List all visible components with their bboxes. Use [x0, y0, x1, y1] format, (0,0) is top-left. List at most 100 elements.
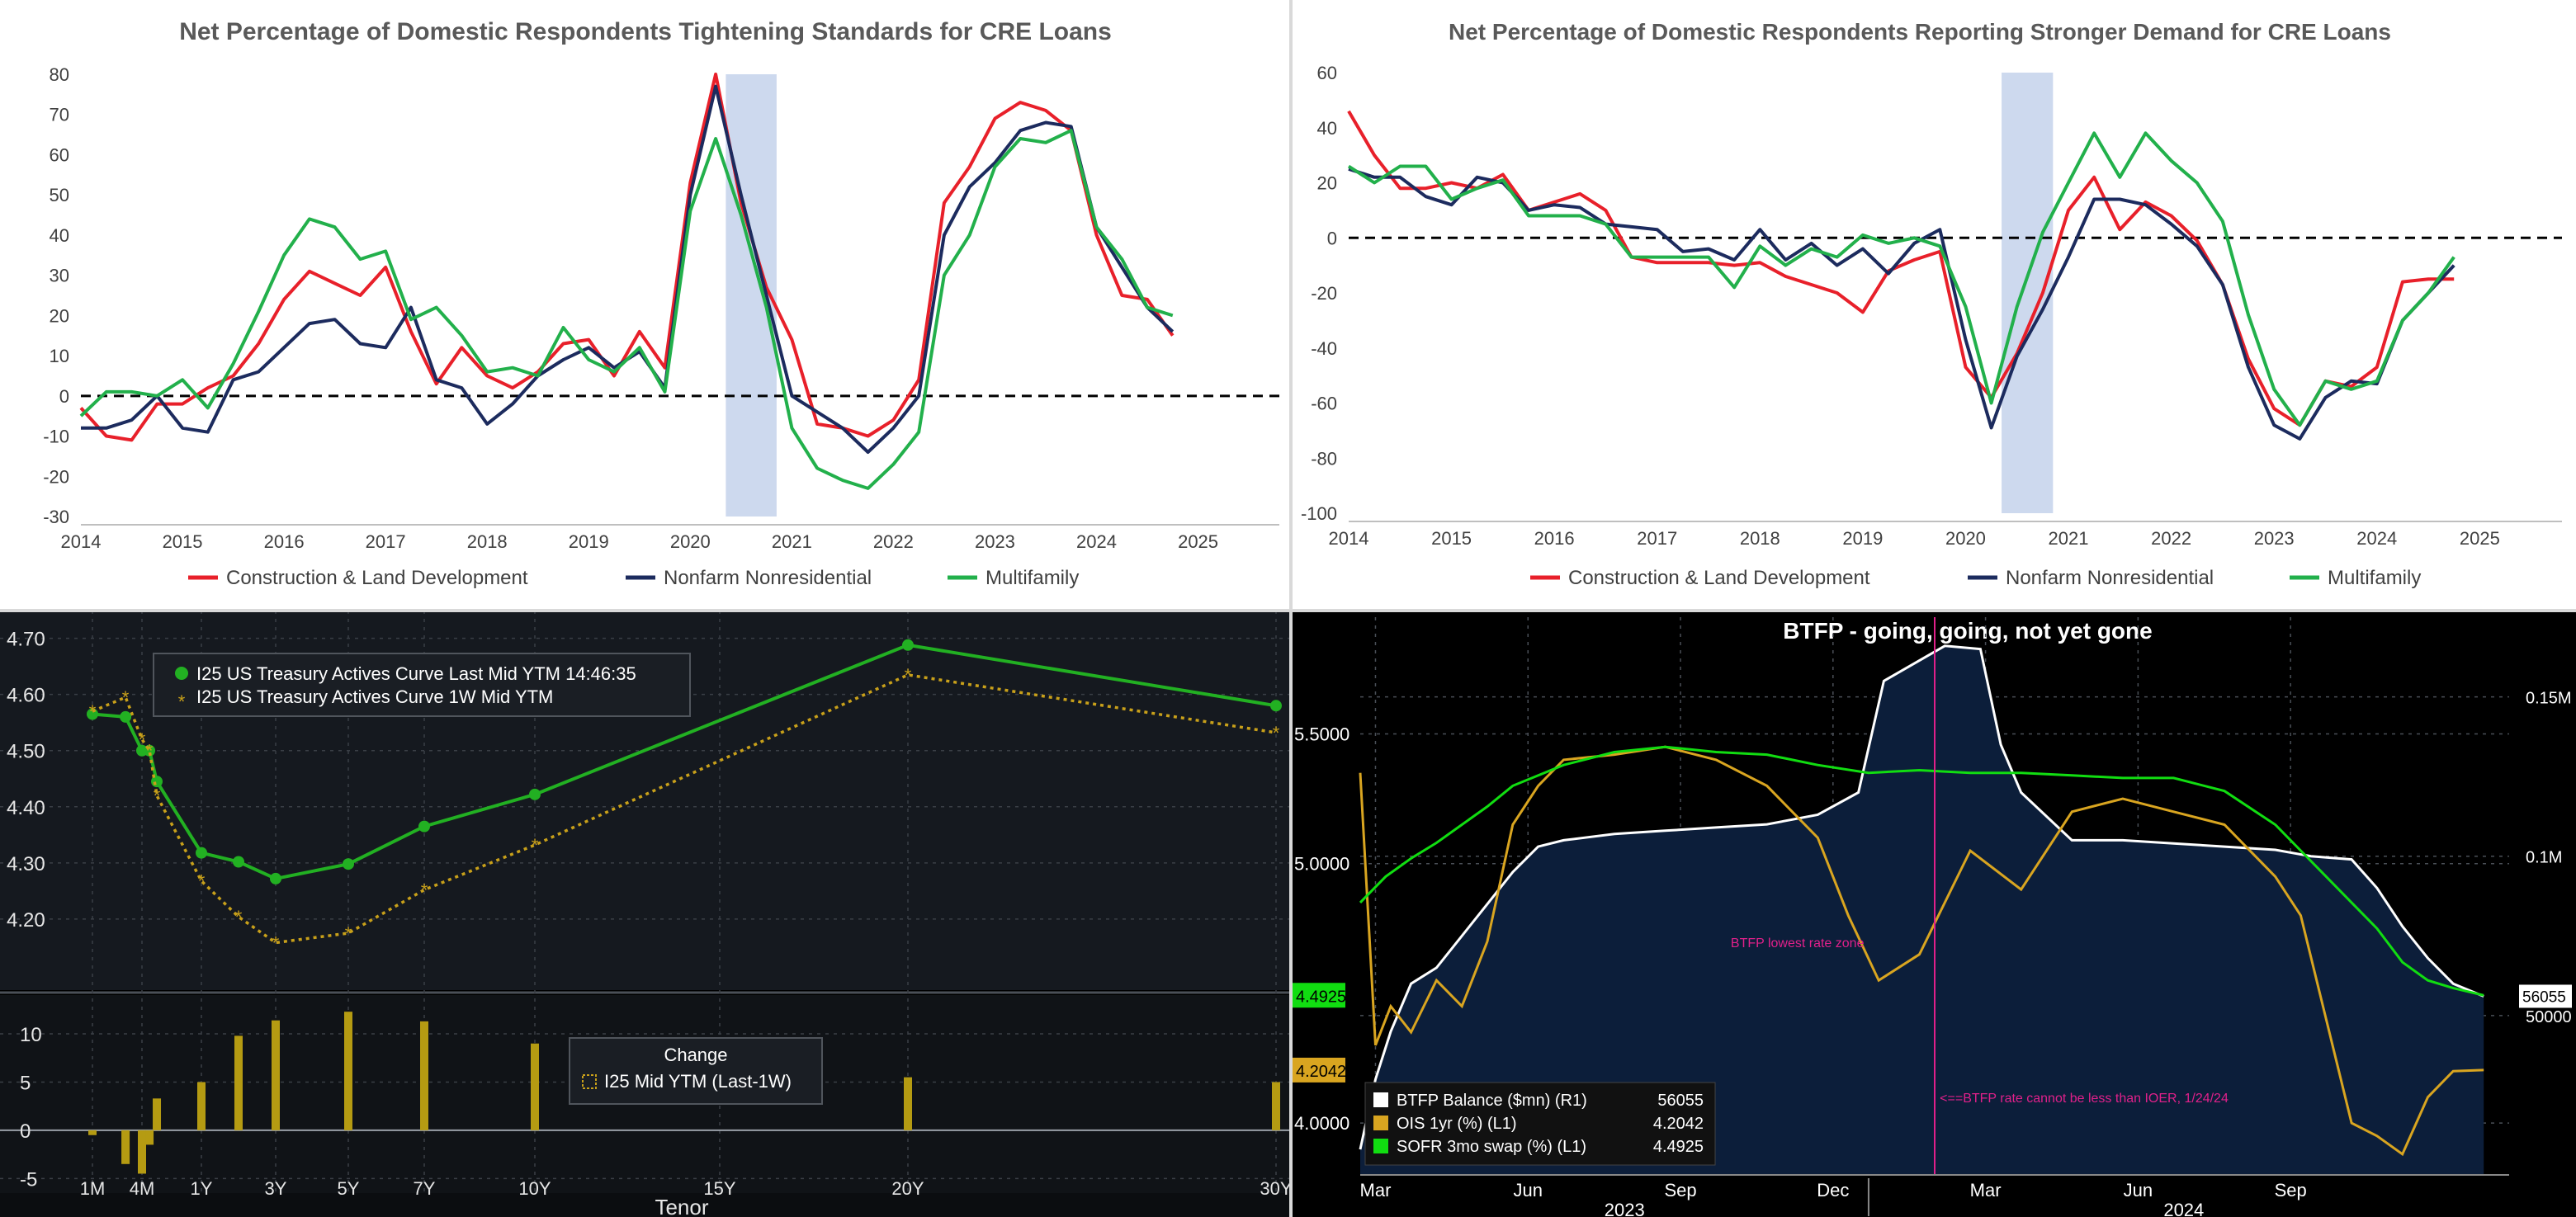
panel-divider-vertical — [1289, 0, 1293, 1217]
btfp-chart: BTFP - going, going, not yet gone BTFP l… — [1291, 611, 2576, 1217]
x-tick-label: 2017 — [366, 531, 406, 552]
tightening-standards-chart: Net Percentage of Domestic Respondents T… — [0, 0, 1291, 611]
treasury-curve-chart: 4.70 4.60 4.50 4.40 4.30 4.20 * * * * * * * * * * * * * I25… — [0, 611, 1291, 1217]
x-tick-label: 5Y — [338, 1178, 360, 1199]
y-tick-label: 4.0000 — [1294, 1113, 1349, 1134]
x-tick-label: 2016 — [264, 531, 305, 552]
legend-label: Multifamily — [985, 567, 1079, 589]
y-tick-label-right: 50000 — [2526, 1008, 2572, 1026]
y-tick-label: -60 — [1311, 394, 1337, 414]
y-tick-label: 5 — [20, 1072, 31, 1094]
y-tick-label: 80 — [50, 64, 69, 85]
change-bar — [153, 1098, 162, 1130]
legend-swatch — [1373, 1116, 1388, 1130]
curve-point — [529, 788, 541, 800]
change-bar — [531, 1043, 539, 1130]
y-tick-label: -5 — [20, 1168, 37, 1191]
curve-point — [196, 847, 207, 859]
btfp-balance-line — [1359, 644, 2484, 1150]
year-label: 2024 — [2163, 1200, 2204, 1217]
y-tick-label: 4.50 — [7, 741, 45, 763]
change-bar — [145, 1130, 154, 1145]
x-axis-title: Tenor — [655, 1195, 708, 1217]
change-bar — [121, 1130, 130, 1164]
y-tick-label: 40 — [1317, 118, 1337, 139]
x-tick-label: 10Y — [518, 1178, 551, 1199]
x-tick-label: 30Y — [1260, 1178, 1291, 1199]
y-tick-label: -20 — [1311, 283, 1337, 304]
y-tick-label: 10 — [50, 346, 69, 366]
series-line-navy — [1348, 167, 2455, 441]
y-tick-label: 0 — [1327, 228, 1337, 248]
x-tick-label: Sep — [1664, 1180, 1696, 1200]
legend-swatch — [1373, 1092, 1388, 1107]
x-tick-label: 2023 — [2254, 528, 2295, 549]
legend-marker-green — [175, 667, 188, 680]
series-line-ois_gold — [1359, 745, 2484, 1157]
x-tick-label: 7Y — [414, 1178, 436, 1199]
legend-title: Change — [664, 1045, 727, 1065]
y-tick-label: 4.40 — [7, 797, 45, 819]
legend-label: I25 US Treasury Actives Curve Last Mid Y… — [196, 663, 636, 684]
legend-label: Nonfarm Nonresidential — [2006, 567, 2214, 589]
y-tick-label: 60 — [50, 144, 69, 165]
x-tick-label: 2025 — [2460, 528, 2500, 549]
x-tick-label: 4M — [130, 1178, 155, 1199]
x-tick-label: Jun — [2124, 1180, 2153, 1200]
legend-label: Multifamily — [2328, 567, 2421, 589]
curve-point: * — [905, 665, 912, 686]
curve-point: * — [89, 701, 97, 722]
change-bar — [904, 1077, 912, 1130]
y-tick-label: 5.5000 — [1294, 724, 1349, 744]
x-tick-label: 2020 — [670, 531, 711, 552]
x-tick-label: Mar — [1360, 1180, 1392, 1200]
x-tick-label: 2022 — [873, 531, 914, 552]
series-line-red — [1347, 110, 2455, 427]
change-bar — [234, 1035, 243, 1130]
curve-point: * — [532, 835, 539, 856]
curve-point: * — [146, 741, 154, 762]
x-tick-label: 1M — [80, 1178, 106, 1199]
change-bar — [88, 1130, 97, 1135]
y-tick-label: -20 — [43, 466, 69, 487]
change-bar — [1272, 1082, 1280, 1130]
btfp-svg: BTFP - going, going, not yet gone BTFP l… — [1291, 617, 2576, 1217]
curve-point — [902, 639, 914, 651]
y-tick-label: 50 — [50, 185, 69, 205]
x-tick-label: 15Y — [703, 1178, 735, 1199]
change-bar — [344, 1012, 352, 1130]
y-tick-label: 4.30 — [7, 853, 45, 875]
x-tick-label: 2018 — [1740, 528, 1780, 549]
value-tag — [1291, 983, 1345, 1008]
x-tick-label: 2015 — [163, 531, 203, 552]
legend-label: Construction & Land Development — [1568, 567, 1870, 589]
legend-swatch-gold — [582, 1074, 597, 1089]
y-tick-label: -30 — [43, 507, 69, 527]
curve-point — [233, 856, 244, 868]
y-tick-label: -40 — [1311, 338, 1337, 359]
x-tick-label: 2016 — [1534, 528, 1575, 549]
change-bar — [272, 1020, 280, 1130]
chart-title: Net Percentage of Domestic Respondents R… — [1449, 19, 2391, 45]
series-line-red — [79, 73, 1175, 442]
year-label: 2023 — [1605, 1200, 1645, 1217]
series-line-green — [79, 129, 1174, 490]
x-tick-label: 2017 — [1637, 528, 1677, 549]
x-tick-label: 1Y — [191, 1178, 213, 1199]
curve-point — [270, 872, 281, 884]
x-tick-label: Sep — [2275, 1180, 2307, 1200]
tightening-standards-svg: Net Percentage of Domestic Respondents T… — [43, 18, 1279, 589]
legend-value: 4.4925 — [1653, 1138, 1704, 1156]
series-line-sofr_green — [1359, 745, 2484, 997]
legend-label: OIS 1yr (%) (L1) — [1397, 1115, 1517, 1133]
change-bar — [420, 1021, 428, 1130]
chart-title: BTFP - going, going, not yet gone — [1783, 618, 2152, 644]
curve-point: * — [1273, 723, 1280, 743]
legend-value: 4.2042 — [1653, 1115, 1704, 1133]
y-tick-label: 60 — [1317, 63, 1337, 83]
curve-point: * — [122, 687, 130, 708]
x-tick-label: 2020 — [1945, 528, 1986, 549]
y-tick-label: 30 — [50, 266, 69, 286]
x-tick-label: 2024 — [1076, 531, 1117, 552]
y-tick-label: 40 — [50, 225, 69, 246]
